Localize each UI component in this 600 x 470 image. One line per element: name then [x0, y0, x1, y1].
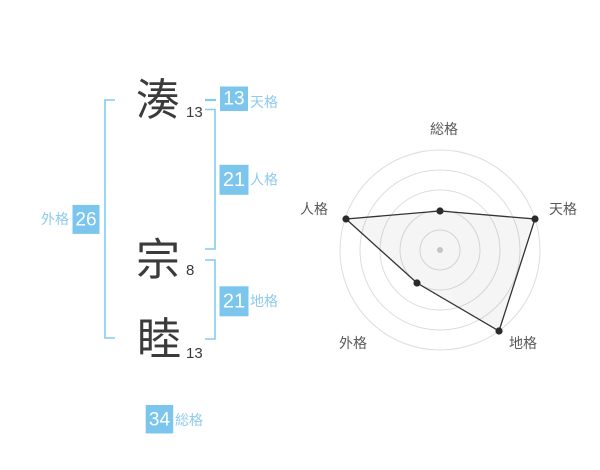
svg-text:21: 21: [223, 169, 245, 191]
svg-text:8: 8: [186, 262, 194, 279]
svg-text:21: 21: [223, 290, 245, 312]
svg-text:外格: 外格: [339, 335, 367, 351]
svg-text:人格: 人格: [300, 201, 328, 217]
svg-text:13: 13: [186, 345, 203, 362]
svg-text:26: 26: [75, 209, 96, 230]
svg-text:34: 34: [149, 410, 171, 431]
svg-text:睦: 睦: [137, 315, 181, 364]
svg-text:人格: 人格: [250, 172, 278, 188]
svg-text:宗: 宗: [136, 236, 180, 285]
svg-text:天格: 天格: [549, 201, 577, 217]
svg-text:13: 13: [186, 104, 203, 121]
svg-text:地格: 地格: [250, 293, 278, 309]
svg-text:地格: 地格: [509, 335, 537, 351]
svg-text:湊: 湊: [136, 76, 180, 125]
svg-text:総格: 総格: [175, 412, 203, 428]
svg-text:天格: 天格: [250, 94, 278, 110]
svg-text:外格: 外格: [41, 211, 69, 227]
svg-text:13: 13: [223, 89, 244, 110]
svg-text:総格: 総格: [430, 121, 458, 137]
